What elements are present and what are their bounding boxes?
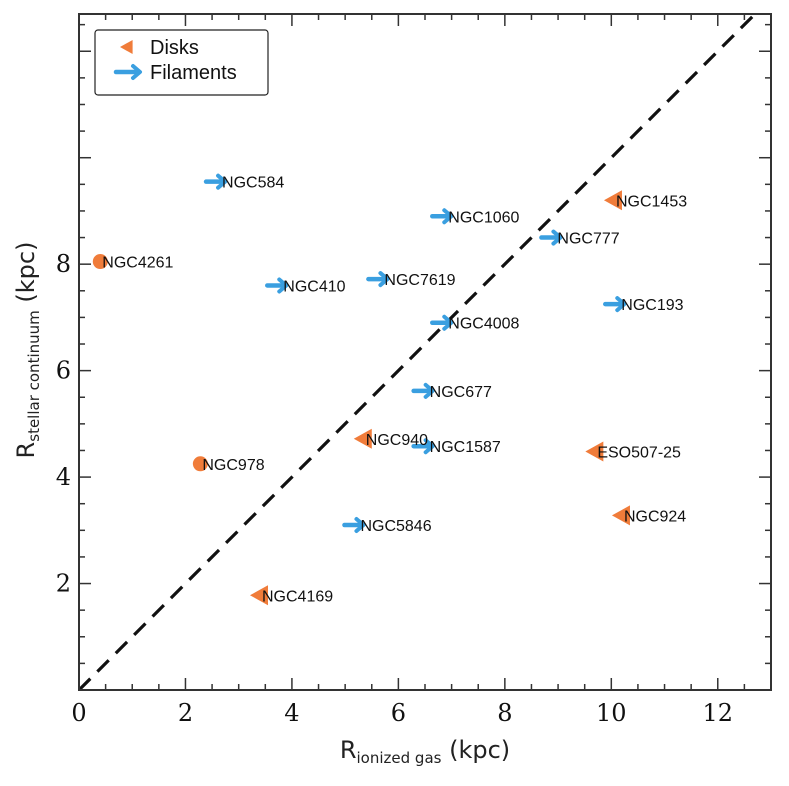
filament-arrow-head [615,296,627,313]
point-ngc1453 [603,190,622,211]
filament-arrow-head [354,516,366,533]
point-label: NGC1060 [448,209,519,226]
y-tick-label: 2 [56,570,71,598]
filament-arrow-head [277,277,289,294]
point-label: NGC978 [202,457,264,474]
circle-marker [192,456,208,472]
point-label: NGC4008 [448,316,519,333]
filament-arrow-head [442,208,454,225]
disk-triangle-marker [603,190,622,211]
point-label: NGC5846 [360,518,431,535]
point-label: NGC1587 [430,439,501,456]
point-label: ESO507-25 [597,445,681,462]
plot-frame [78,13,772,691]
y-tick-label: 6 [56,357,71,385]
filament-arrow-head [551,229,563,246]
point-label: NGC7619 [384,272,455,289]
point-ngc924 [611,505,630,526]
point-ngc677 [411,382,435,399]
legend-label: Disks [150,37,199,59]
point-label: NGC584 [222,175,284,192]
x-tick-label: 8 [497,699,512,727]
disk-triangle-marker [611,505,630,526]
filament-arrow-head [216,173,228,190]
point-ngc1060 [430,208,454,225]
x-tick-label: 4 [284,699,299,727]
point-ngc4261 [92,254,108,270]
legend: Disks Filaments [94,29,269,96]
legend-entry-disks: Disks [120,37,199,59]
point-ngc7619 [366,271,390,288]
disk-triangle-marker [249,585,268,606]
point-label: NGC1453 [616,193,687,210]
filament-arrow-head [378,271,390,288]
point-label: NGC193 [621,297,683,314]
point-ngc5846 [342,516,366,533]
x-tick-label: 12 [702,699,733,727]
point-label: NGC924 [624,508,686,525]
point-label: NGC410 [283,278,345,295]
y-tick-label: 8 [56,250,71,278]
point-ngc978 [192,456,208,472]
reference-line-y-equals-x [79,14,758,690]
legend-label: Filaments [150,62,237,84]
point-ngc777 [539,229,563,246]
point-ngc940 [353,428,372,449]
point-eso507-25 [585,441,604,462]
disk-triangle-marker [353,428,372,449]
y-tick-label: 4 [56,463,71,491]
point-label: NGC677 [430,384,492,401]
point-ngc1587 [411,438,435,455]
x-tick-label: 10 [596,699,627,727]
filament-arrow-head [423,382,435,399]
point-label: NGC940 [366,432,428,449]
disk-triangle-marker [585,441,604,462]
point-ngc193 [603,296,627,313]
disk-triangle-marker [120,40,133,54]
point-ngc4169 [249,585,268,606]
filament-arrow-head [442,314,454,331]
point-ngc410 [265,277,289,294]
x-tick-label: 2 [178,699,193,727]
legend-box [94,29,269,96]
point-ngc4008 [430,314,454,331]
x-tick-label: 6 [391,699,406,727]
point-label: NGC4261 [102,255,173,272]
point-label: NGC777 [557,231,619,248]
filament-arrow-head [423,438,435,455]
point-label: NGC4169 [262,588,333,605]
legend-arrow-head [131,64,142,80]
y-axis-title: Rstellar continuum (kpc) [12,242,43,459]
x-tick-label: 0 [71,699,86,727]
circle-marker [92,254,108,270]
legend-entry-filaments: Filaments [113,62,237,84]
x-axis-title: Rionized gas (kpc) [340,736,510,767]
point-ngc584 [203,173,228,190]
